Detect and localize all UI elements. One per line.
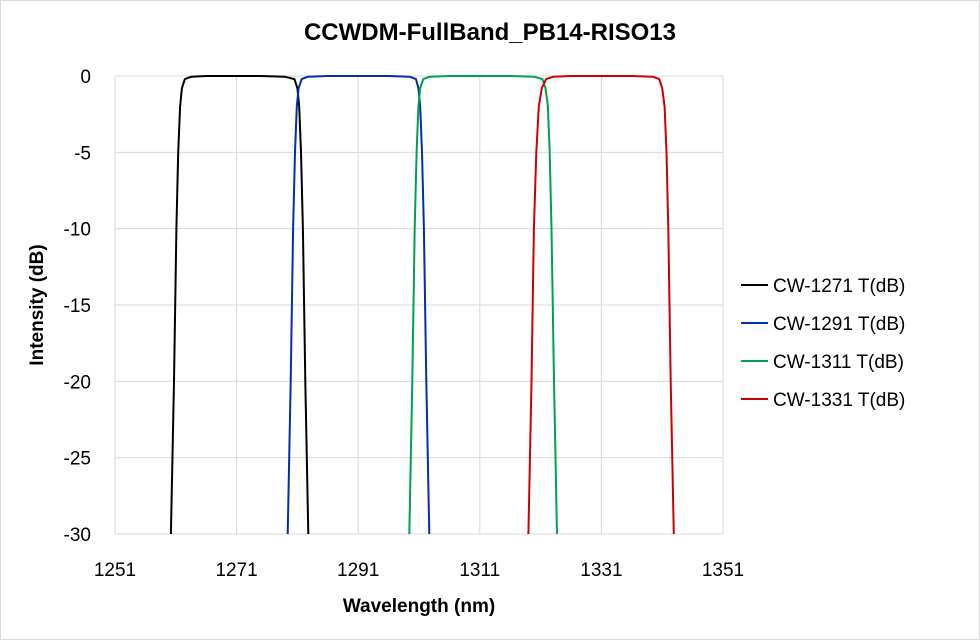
y-tick-label: -30	[64, 525, 91, 546]
y-axis-title: Intensity (dB)	[27, 244, 48, 365]
y-tick-labels: 0 -5 -10 -15 -20 -25 -30	[64, 67, 91, 546]
series-group	[169, 75, 675, 535]
legend-label-1: CW-1271 T(dB)	[773, 276, 905, 297]
y-tick-label: -25	[64, 449, 91, 470]
series-line-3	[408, 75, 558, 535]
legend: CW-1271 T(dB) CW-1291 T(dB) CW-1311 T(dB) C…	[741, 276, 905, 411]
x-tick-label: 1351	[702, 560, 744, 581]
y-tick-label: 0	[80, 67, 91, 88]
legend-label-4: CW-1331 T(dB)	[773, 390, 905, 411]
x-tick-label: 1311	[459, 560, 500, 581]
x-tick-label: 1291	[337, 560, 379, 581]
y-tick-label: -20	[64, 372, 91, 393]
y-tick-label: -10	[64, 220, 91, 241]
x-tick-label: 1251	[94, 560, 136, 581]
legend-label-3: CW-1311 T(dB)	[773, 352, 904, 373]
x-tick-labels: 1251 1271 1291 1311 1331 1351	[94, 560, 744, 581]
x-tick-label: 1331	[580, 560, 622, 581]
y-tick-label: -15	[64, 296, 91, 317]
x-axis-title: Wavelength (nm)	[343, 596, 495, 617]
chart-title: CCWDM-FullBand_PB14-RISO13	[304, 19, 676, 46]
y-tick-label: -5	[74, 143, 91, 164]
series-line-4	[527, 75, 675, 535]
legend-label-2: CW-1291 T(dB)	[773, 314, 905, 335]
series-line-1	[169, 75, 310, 535]
x-tick-label: 1271	[215, 560, 257, 581]
series-line-2	[286, 75, 431, 535]
gridlines	[114, 75, 724, 535]
